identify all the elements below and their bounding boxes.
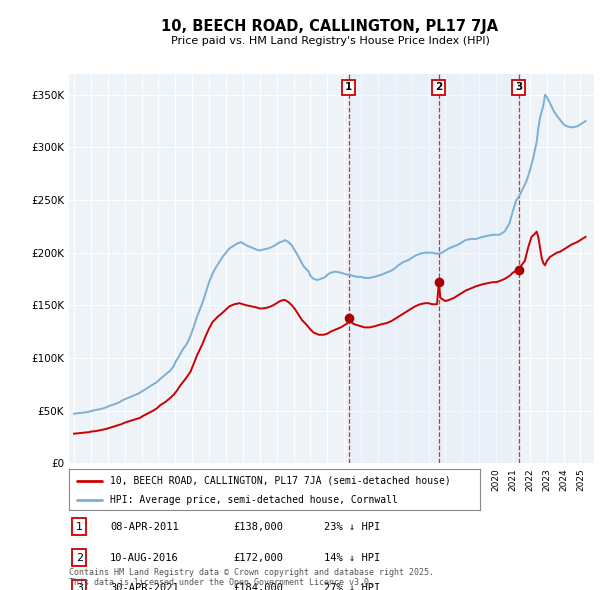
Text: 3: 3 [515, 83, 522, 93]
Text: 10, BEECH ROAD, CALLINGTON, PL17 7JA: 10, BEECH ROAD, CALLINGTON, PL17 7JA [161, 19, 499, 34]
Text: £138,000: £138,000 [233, 522, 283, 532]
Text: 10-AUG-2016: 10-AUG-2016 [110, 553, 179, 562]
Text: Contains HM Land Registry data © Crown copyright and database right 2025.
This d: Contains HM Land Registry data © Crown c… [69, 568, 434, 587]
Text: 10, BEECH ROAD, CALLINGTON, PL17 7JA (semi-detached house): 10, BEECH ROAD, CALLINGTON, PL17 7JA (se… [110, 476, 451, 486]
Text: 2: 2 [435, 83, 442, 93]
Text: 1: 1 [345, 83, 352, 93]
Text: 30-APR-2021: 30-APR-2021 [110, 584, 179, 590]
Text: 14% ↓ HPI: 14% ↓ HPI [324, 553, 380, 562]
Text: HPI: Average price, semi-detached house, Cornwall: HPI: Average price, semi-detached house,… [110, 495, 398, 505]
Text: £172,000: £172,000 [233, 553, 283, 562]
Bar [349, 74, 518, 463]
Text: 27% ↓ HPI: 27% ↓ HPI [324, 584, 380, 590]
Text: 23% ↓ HPI: 23% ↓ HPI [324, 522, 380, 532]
Text: £184,000: £184,000 [233, 584, 283, 590]
Text: 1: 1 [76, 522, 83, 532]
Text: 3: 3 [76, 584, 83, 590]
Text: Price paid vs. HM Land Registry's House Price Index (HPI): Price paid vs. HM Land Registry's House … [170, 37, 490, 46]
Text: 08-APR-2011: 08-APR-2011 [110, 522, 179, 532]
Text: 2: 2 [76, 553, 83, 562]
